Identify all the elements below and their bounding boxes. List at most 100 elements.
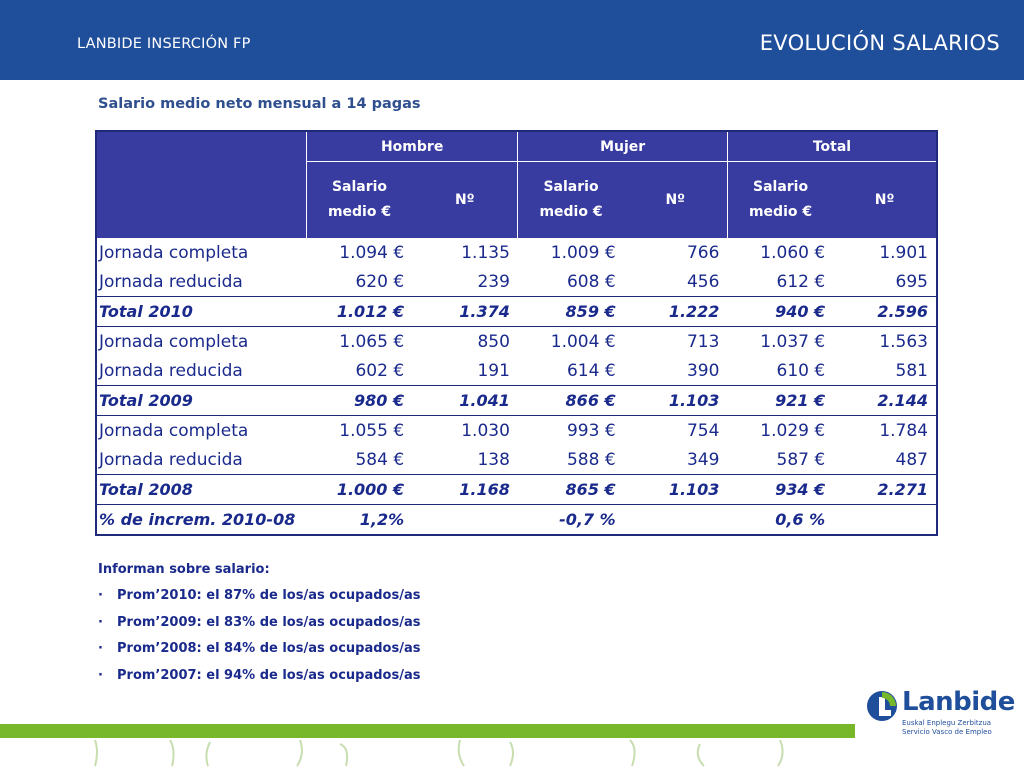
- table-row: Jornada reducida 584 € 138 588 € 349 587…: [94, 445, 938, 475]
- cell-value: 980 €: [306, 385, 413, 416]
- group-header-mujer: Mujer: [517, 130, 728, 162]
- col-header-salario: Salario medio €: [517, 161, 624, 238]
- cell-value: 766: [686, 242, 720, 263]
- cell-value: 1.041: [412, 385, 518, 416]
- cell-value: 934 €: [727, 474, 834, 505]
- bullet-icon: ·: [98, 667, 103, 683]
- cell-value: 1.004 €: [550, 331, 616, 352]
- cell-value: 713: [686, 331, 720, 352]
- row-label: Total 2009: [94, 385, 307, 416]
- cell-value: 608 €: [566, 271, 616, 292]
- cell-value: 2.144: [833, 385, 938, 416]
- cell-value: 1.222: [623, 296, 728, 327]
- list-item: · Prom’2007: el 94% de los/as ocupados/as: [98, 667, 421, 683]
- header-left-text: LANBIDE INSERCIÓN FP: [77, 36, 251, 52]
- cell-value: 602 €: [355, 360, 405, 381]
- list-item: · Prom’2009: el 83% de los/as ocupados/as: [98, 614, 421, 630]
- cell-value: 866 €: [517, 385, 624, 416]
- bullet-icon: ·: [98, 614, 103, 630]
- cell-value: 1.374: [412, 296, 518, 327]
- table-row: Jornada completa 1.065 € 850 1.004 € 713…: [94, 326, 938, 356]
- cell-value: 612 €: [776, 271, 826, 292]
- notes-list: · Prom’2010: el 87% de los/as ocupados/as…: [98, 588, 420, 694]
- cell-value: 614 €: [566, 360, 616, 381]
- table-row-total: Total 2010 1.012 € 1.374 859 € 1.222 940…: [94, 296, 938, 327]
- empty-cell: [412, 504, 518, 536]
- cell-value: 620 €: [355, 271, 405, 292]
- cell-value: 610 €: [776, 360, 826, 381]
- table-row-increment: % de increm. 2010-08 1,2% -0,7 % 0,6 %: [94, 504, 938, 536]
- list-item: · Prom’2008: el 84% de los/as ocupados/as: [98, 641, 421, 656]
- footer-decoration: [94, 739, 784, 767]
- cell-value: 138: [477, 449, 510, 470]
- cell-value: 349: [686, 449, 720, 470]
- cell-value: 1.784: [833, 415, 938, 445]
- col-header-salario: Salario medio €: [305, 161, 413, 238]
- cell-value: 993 €: [566, 420, 616, 441]
- increment-hombre: 1,2%: [306, 504, 413, 536]
- cell-value: 1.055 €: [339, 420, 405, 441]
- table-row: Jornada reducida 620 € 239 608 € 456 612…: [94, 267, 938, 297]
- cell-value: 865 €: [517, 474, 624, 505]
- cell-value: 1.000 €: [306, 474, 413, 505]
- cell-value: 390: [686, 360, 720, 381]
- cell-value: 940 €: [727, 296, 834, 327]
- cell-value: 1.060 €: [760, 242, 826, 263]
- row-label: Jornada completa: [94, 326, 307, 356]
- cell-value: 859 €: [517, 296, 624, 327]
- cell-value: 1.012 €: [306, 296, 413, 327]
- lanbide-logo: Lanbide Euskal Enplegu Zerbitzua Servici…: [866, 687, 1015, 748]
- row-label: Jornada completa: [94, 238, 307, 267]
- row-label: Total 2008: [94, 474, 307, 505]
- col-header-n: Nº: [833, 161, 938, 238]
- notes-title: Informan sobre salario:: [98, 562, 270, 577]
- row-label: % de increm. 2010-08: [94, 504, 307, 536]
- cell-value: 754: [686, 420, 720, 441]
- cell-value: 1.563: [833, 326, 938, 356]
- row-label: Jornada completa: [94, 415, 307, 445]
- empty-cell: [833, 504, 938, 536]
- cell-value: 1.030: [461, 420, 510, 441]
- cell-value: 1.094 €: [339, 242, 405, 263]
- bullet-icon: ·: [98, 588, 103, 603]
- logo-wordmark: Lanbide: [902, 687, 1015, 717]
- cell-value: 584 €: [355, 449, 405, 470]
- cell-value: 588 €: [566, 449, 616, 470]
- empty-cell: [623, 504, 728, 536]
- header-bar: LANBIDE INSERCIÓN FP EVOLUCIÓN SALARIOS: [0, 0, 1024, 80]
- col-header-salario: Salario medio €: [726, 161, 834, 238]
- cell-value: 581: [833, 356, 938, 386]
- table-row: Jornada reducida 602 € 191 614 € 390 610…: [94, 356, 938, 386]
- cell-value: 587 €: [776, 449, 826, 470]
- group-header-hombre: Hombre: [305, 130, 518, 162]
- table-row: Jornada completa 1.094 € 1.135 1.009 € 7…: [94, 238, 938, 267]
- increment-total: 0,6 %: [727, 504, 834, 536]
- cell-value: 1.065 €: [339, 331, 405, 352]
- row-label: Jornada reducida: [94, 356, 307, 386]
- row-label: Total 2010: [94, 296, 307, 327]
- cell-value: 456: [686, 271, 720, 292]
- cell-value: 1.168: [412, 474, 518, 505]
- cell-value: 1.901: [833, 238, 938, 267]
- row-label: Jornada reducida: [94, 267, 307, 297]
- cell-value: 850: [477, 331, 510, 352]
- cell-value: 1.029 €: [760, 420, 826, 441]
- row-label: Jornada reducida: [94, 445, 307, 475]
- col-header-n: Nº: [623, 161, 728, 238]
- notes-section: Informan sobre salario: · Prom’2010: el 8…: [98, 562, 420, 694]
- lanbide-logo-icon: [867, 691, 897, 721]
- list-item: · Prom’2010: el 87% de los/as ocupados/as: [98, 588, 421, 603]
- cell-value: 239: [477, 271, 510, 292]
- table-row: Jornada completa 1.055 € 1.030 993 € 754…: [94, 415, 938, 445]
- cell-value: 191: [477, 360, 510, 381]
- page-title: EVOLUCIÓN SALARIOS: [759, 31, 1000, 55]
- cell-value: 1.135: [461, 242, 510, 263]
- cell-value: 1.009 €: [550, 242, 616, 263]
- cell-value: 1.103: [623, 385, 728, 416]
- table-subtitle: Salario medio neto mensual a 14 pagas: [98, 96, 421, 112]
- salary-table: Hombre Mujer Total Salario medio € Nº Sal…: [94, 130, 938, 536]
- cell-value: 487: [833, 445, 938, 475]
- increment-mujer: -0,7 %: [517, 504, 624, 536]
- footer-green-band: [0, 724, 855, 738]
- cell-value: 1.037 €: [760, 331, 826, 352]
